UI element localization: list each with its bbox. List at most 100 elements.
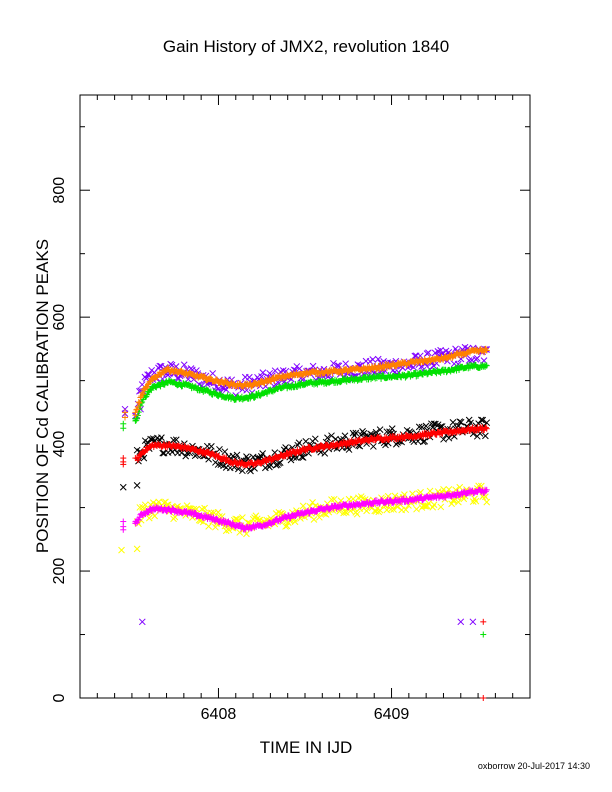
series-6-point [139,391,146,398]
series-0-point [437,346,444,354]
series-6-point [393,363,400,370]
series-2-point [341,432,349,440]
series-2-point [483,419,491,427]
y-tick-label: 0 [51,693,68,702]
series-0-point [468,356,476,364]
series-4-point [328,496,335,503]
footer-credit: oxborrow 20-Jul-2017 14:30 [478,761,590,771]
series-4-point [445,486,453,493]
series-0-outlier [457,618,465,626]
series-1-point [483,362,490,369]
series-2-point [369,443,377,450]
series-2-point [208,443,215,450]
series-4-point [455,498,462,506]
series-4-point [390,506,397,513]
series-2-point [259,450,267,457]
series-0-point [410,363,417,371]
series-4-point [136,504,144,511]
series-2-point [440,435,447,443]
series-0-point [473,355,481,362]
series-4-point [309,499,316,506]
series-2-point [388,425,396,433]
series-6-outlier [132,409,139,416]
series-2-point [376,426,384,433]
series-4-point [353,510,361,518]
series-4-point [402,506,410,514]
series-1-point [482,362,489,369]
series-5-outlier [132,520,139,527]
series-6-point [135,399,142,406]
series-2-point [422,422,430,430]
series-4-point [409,490,416,498]
series-6-outlier [122,409,128,416]
series-0-point [330,359,337,367]
series-0-point [209,370,217,377]
series-3-point [482,424,489,431]
series-2-point [419,438,427,446]
y-tick-label: 800 [51,177,68,204]
series-2-point [214,461,222,468]
series-5-point [248,525,255,532]
series-3-point [420,433,427,440]
series-5-point [238,522,245,529]
series-4-point [155,498,163,506]
series-3-outlier [120,461,127,468]
series-2-point [455,422,462,430]
data-marks [118,343,491,701]
series-2-outlier [119,483,127,491]
y-tick-label: 400 [51,431,68,458]
series-3-point [160,441,167,448]
series-2-point [299,454,307,461]
series-4-point [391,492,399,500]
series-2-point [295,439,303,447]
series-4-point [342,509,350,516]
series-3-point [292,450,299,457]
series-4-point [421,502,428,510]
series-6-point [137,394,144,401]
y-axis-title: POSITION OF Cd CALIBRATION PEAKS [33,239,52,553]
series-0-point [259,369,267,376]
series-4-point [310,516,318,523]
chart-title: Gain History of JMX2, revolution 1840 [163,37,449,56]
series-4-point [299,502,307,510]
series-5-point [483,486,490,493]
series-0-point [296,365,303,372]
series-2-point [415,423,423,431]
series-4-point [349,495,357,503]
series-1-outlier [120,425,127,432]
series-2-point [159,449,167,457]
series-5-point [387,496,394,503]
series-5-outlier [120,526,127,533]
series-3-point [366,438,373,445]
series-2-point [457,418,465,426]
series-2-point [324,434,331,442]
series-2-point [311,435,319,443]
series-0-outlier [469,618,477,626]
series-4-outlier [118,546,125,554]
series-4-point [212,523,219,531]
y-tick-label: 600 [51,304,68,331]
series-1-point [453,367,460,374]
series-2-point [302,438,310,445]
series-2-point [429,424,437,431]
series-2-point [140,454,148,462]
series-4-point [141,501,149,509]
series-4-point [205,522,213,530]
series-0-point [369,356,377,363]
series-2-point [221,448,229,456]
series-2-outlier [133,482,141,489]
series-4-point [164,501,172,509]
series-4-point [387,505,395,513]
series-3-point [483,425,490,432]
series-0-point [271,367,279,375]
x-tick-label: 6408 [201,706,237,723]
series-2-point [430,420,438,428]
series-6-point [213,376,220,383]
series-2-point [249,453,257,461]
series-4-point [376,506,384,514]
series-1-point [137,402,144,409]
series-3-point [386,436,393,443]
series-3-outlier [132,455,139,462]
series-2-point [418,423,426,431]
series-5-point [153,504,160,511]
